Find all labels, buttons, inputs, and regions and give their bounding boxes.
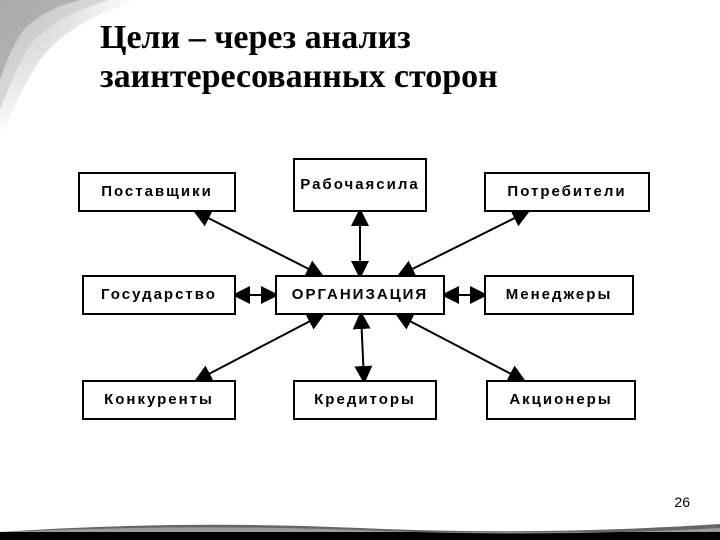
node-bot_right: Акционеры <box>486 380 636 420</box>
node-top_right: Потребители <box>484 172 650 212</box>
stakeholder-diagram: ОРГАНИЗАЦИЯ Рабочаясила Поставщики Потребит… <box>0 0 720 540</box>
node-bot_left: Конкуренты <box>82 380 236 420</box>
node-bottom: Кредиторы <box>293 380 437 420</box>
node-left: Государство <box>82 275 236 315</box>
page-number: 26 <box>674 494 690 510</box>
node-center: ОРГАНИЗАЦИЯ <box>275 275 445 315</box>
diagram-arrows <box>0 0 720 540</box>
edge-center-top_left <box>196 212 320 275</box>
edge-center-top_right <box>400 212 527 275</box>
node-top: Рабочаясила <box>293 158 427 212</box>
edge-center-bot_left <box>197 315 321 380</box>
node-right: Менеджеры <box>484 275 634 315</box>
edge-center-bottom <box>361 315 364 380</box>
edge-center-bot_right <box>398 315 522 380</box>
node-top_left: Поставщики <box>78 172 236 212</box>
